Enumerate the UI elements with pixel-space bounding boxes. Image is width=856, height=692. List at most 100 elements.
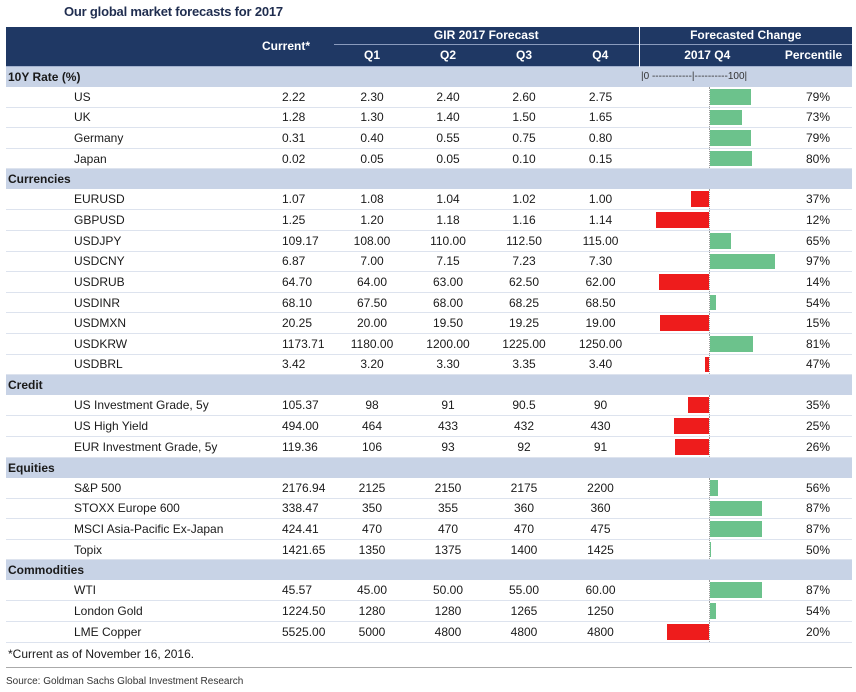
percentile-bar-positive	[710, 150, 753, 167]
q2-value: 19.50	[410, 312, 486, 335]
table-row: EURUSD 1.07 1.08 1.04 1.02 1.00 37%	[6, 189, 853, 211]
q1-value: 7.00	[334, 251, 410, 273]
percentile-value: 56%	[775, 477, 853, 499]
q4-value: 60.00	[562, 580, 640, 602]
median-axis-line	[709, 86, 711, 107]
section-spacer	[639, 456, 776, 478]
q4-value: 360	[562, 498, 640, 520]
percentile-value: 54%	[775, 600, 853, 623]
q1-value: 45.00	[334, 580, 410, 602]
median-axis-line	[709, 128, 711, 148]
median-axis-line	[709, 292, 711, 312]
q3-value: 4800	[486, 621, 562, 643]
percentile-value: 50%	[775, 539, 853, 561]
percentile-bar-cell	[639, 271, 776, 293]
median-axis-line	[709, 251, 711, 271]
q3-value: 90.5	[486, 395, 562, 417]
section-title: Commodities	[6, 559, 640, 581]
q2-value: 110.00	[410, 230, 486, 252]
q3-value: 55.00	[486, 580, 562, 602]
median-axis-line	[709, 334, 711, 354]
row-label: Germany	[6, 127, 238, 149]
q2-value: 4800	[410, 621, 486, 643]
q1-value: 1280	[334, 600, 410, 623]
q2-value: 1.18	[410, 209, 486, 232]
current-value: 105.37	[238, 395, 334, 417]
percentile-bar-positive	[710, 479, 719, 496]
table-row: Japan 0.02 0.05 0.05 0.10 0.15 80%	[6, 148, 853, 170]
table-row: US Investment Grade, 5y 105.37 98 91 90.5 90 3…	[6, 395, 853, 417]
median-axis-line	[709, 580, 711, 600]
table-row: USDINR 68.10 67.50 68.00 68.25 68.50 54%	[6, 292, 853, 314]
q3-value: 1400	[486, 539, 562, 561]
percentile-value: 54%	[775, 292, 853, 314]
row-label: LME Copper	[6, 621, 238, 643]
section-header: Credit	[6, 374, 853, 396]
row-label: USDRUB	[6, 271, 238, 293]
q2-value: 3.30	[410, 354, 486, 376]
q1-value: 0.40	[334, 127, 410, 149]
section-spacer	[775, 559, 853, 581]
section-title: Currencies	[6, 168, 640, 190]
section-header: Currencies	[6, 168, 853, 190]
percentile-bar-cell	[639, 436, 776, 458]
percentile-bar-cell	[639, 148, 776, 170]
percentile-bar-cell	[639, 292, 776, 314]
q2-value: 0.05	[410, 148, 486, 170]
percentile-value: 20%	[775, 621, 853, 643]
percentile-bar-negative	[688, 397, 710, 414]
header-percentile: Percentile	[775, 43, 853, 66]
row-label: EUR Investment Grade, 5y	[6, 436, 238, 458]
percentile-value: 12%	[775, 209, 853, 232]
q4-value: 90	[562, 395, 640, 417]
current-value: 2.22	[238, 86, 334, 108]
section-header: Equities	[6, 456, 853, 478]
table-row: STOXX Europe 600 338.47 350 355 360 360 87%	[6, 498, 853, 520]
row-label: US Investment Grade, 5y	[6, 395, 238, 417]
median-axis-line	[709, 210, 711, 230]
table-row: MSCI Asia-Pacific Ex-Japan 424.41 470 470 47…	[6, 518, 853, 540]
table-row: USDBRL 3.42 3.20 3.30 3.35 3.40 47%	[6, 354, 853, 376]
current-value: 1224.50	[238, 600, 334, 623]
section-spacer	[775, 374, 853, 396]
current-value: 1421.65	[238, 539, 334, 561]
percentile-bar-cell	[639, 518, 776, 540]
current-value: 20.25	[238, 312, 334, 335]
percentile-bar-cell	[639, 539, 776, 561]
q4-value: 475	[562, 518, 640, 540]
percentile-value: 25%	[775, 415, 853, 437]
table-row: US High Yield 494.00 464 433 432 430 25%	[6, 415, 853, 437]
percentile-bar-cell	[639, 354, 776, 376]
current-value: 424.41	[238, 518, 334, 540]
current-value: 1.25	[238, 209, 334, 232]
percentile-value: 73%	[775, 107, 853, 129]
q3-value: 19.25	[486, 312, 562, 335]
q1-value: 464	[334, 415, 410, 437]
percentile-bar-negative	[704, 356, 710, 373]
percentile-bar-positive	[710, 582, 762, 599]
q1-value: 98	[334, 395, 410, 417]
current-value: 1.28	[238, 107, 334, 129]
q1-value: 64.00	[334, 271, 410, 293]
current-value: 68.10	[238, 292, 334, 314]
median-axis-line	[709, 519, 711, 539]
median-axis-line	[709, 436, 711, 457]
q3-value: 112.50	[486, 230, 562, 252]
row-label: London Gold	[6, 600, 238, 623]
table-row: Topix 1421.65 1350 1375 1400 1425 50%	[6, 539, 853, 561]
q2-value: 2.40	[410, 86, 486, 108]
row-label: USDINR	[6, 292, 238, 314]
percentile-value: 97%	[775, 251, 853, 273]
section-spacer	[639, 168, 776, 190]
table-row: EUR Investment Grade, 5y 119.36 106 93 92 91 2…	[6, 436, 853, 458]
median-axis-line	[709, 539, 711, 559]
percentile-bar-positive	[710, 603, 716, 620]
current-value: 0.02	[238, 148, 334, 170]
q3-value: 62.50	[486, 271, 562, 293]
q4-value: 19.00	[562, 312, 640, 335]
table-body: 10Y Rate (%) |0 ------------|----------10…	[6, 65, 853, 643]
section-title: Equities	[6, 456, 640, 478]
q1-value: 5000	[334, 621, 410, 643]
percentile-bar-positive	[710, 541, 712, 558]
percentile-bar-negative	[660, 315, 710, 332]
